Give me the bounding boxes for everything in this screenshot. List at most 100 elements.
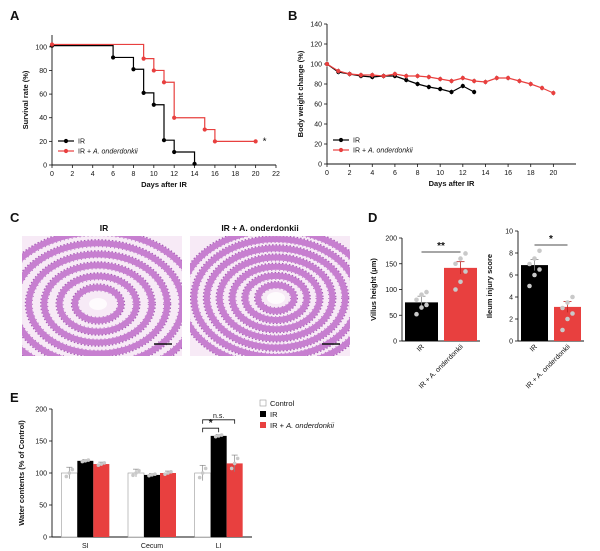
- legend-label: IR + A. onderdonkii: [353, 148, 413, 155]
- y-tick-label: 140: [310, 22, 322, 29]
- y-tick-label: 0: [509, 339, 513, 346]
- legend-label: IR: [78, 139, 85, 146]
- bar: [160, 473, 176, 537]
- data-point: [505, 75, 511, 81]
- data-point: [347, 71, 352, 77]
- data-point: [161, 80, 167, 85]
- data-point: [414, 297, 419, 303]
- x-tick-label: 22: [272, 171, 280, 178]
- micrograph-tissue: [22, 236, 182, 356]
- data-point: [392, 71, 398, 77]
- data-point: [253, 139, 258, 144]
- data-point: [150, 473, 154, 477]
- villi-edge: [22, 246, 180, 356]
- data-point: [232, 461, 237, 466]
- data-point: [80, 459, 85, 464]
- data-point: [381, 73, 386, 79]
- bar: [521, 265, 548, 341]
- data-point: [192, 161, 197, 166]
- data-point: [494, 75, 499, 81]
- data-point: [419, 305, 424, 310]
- y-tick-label: 20: [39, 139, 47, 146]
- data-point: [460, 83, 465, 89]
- data-point: [560, 327, 565, 333]
- data-point: [134, 471, 138, 475]
- y-tick-label: 0: [318, 162, 322, 169]
- category-label: LI: [216, 543, 222, 550]
- y-tick-label: 40: [314, 122, 322, 129]
- data-point: [86, 458, 91, 462]
- villi-edge: [40, 261, 156, 347]
- data-point: [537, 248, 542, 254]
- category-label: IR: [529, 343, 539, 353]
- data-point: [197, 475, 202, 480]
- data-point: [424, 289, 429, 295]
- data-point: [527, 283, 532, 289]
- data-point: [463, 269, 468, 274]
- x-tick-label: 18: [527, 170, 535, 177]
- villi-edge: [78, 290, 118, 318]
- data-point: [141, 90, 146, 96]
- x-tick-label: 8: [416, 170, 420, 177]
- villi-edge: [253, 281, 299, 315]
- data-point: [83, 459, 88, 463]
- legend-marker: [63, 138, 69, 144]
- x-tick-label: 20: [549, 170, 557, 177]
- data-point: [560, 305, 565, 311]
- x-tick-label: 18: [231, 171, 239, 178]
- y-tick-label: 0: [393, 339, 397, 346]
- data-point: [424, 302, 429, 308]
- panel-label-c: C: [10, 210, 20, 225]
- x-tick-label: 14: [482, 170, 490, 177]
- villi-edge: [215, 253, 337, 343]
- data-point: [229, 466, 234, 471]
- x-tick-label: 10: [150, 171, 158, 178]
- y-tick-label: 200: [35, 407, 47, 414]
- x-tick-label: 12: [459, 170, 467, 177]
- tissue-ring: [22, 240, 182, 356]
- data-point: [460, 75, 465, 81]
- data-point: [449, 78, 454, 84]
- x-tick-label: 2: [70, 171, 74, 178]
- category-label: Cecum: [141, 543, 163, 550]
- bar: [61, 472, 78, 538]
- micrographs: IR IR + A. onderdonkii: [22, 223, 350, 356]
- data-point: [404, 73, 409, 79]
- villi-edge: [261, 288, 291, 308]
- tissue-ring: [203, 245, 349, 351]
- y-tick-label: 10: [505, 229, 513, 236]
- data-point: [426, 84, 431, 90]
- data-point: [453, 287, 458, 292]
- data-point: [419, 292, 424, 297]
- survival-chart: 0 20 40 60 80 100 0 2 4 6 8 10 12 14 16 18 20 22 Days afte…: [21, 35, 280, 189]
- data-point: [202, 127, 207, 132]
- data-point: [414, 311, 419, 317]
- bar: [194, 472, 211, 538]
- villi-edge: [235, 269, 317, 327]
- micrograph-ir: [22, 236, 182, 356]
- data-point: [532, 256, 537, 261]
- y-tick-label: 100: [310, 62, 322, 69]
- y-axis-label: Water contents (% of Control): [17, 420, 26, 526]
- tissue-ring: [191, 236, 350, 356]
- significance-bracket: [202, 427, 220, 433]
- legend-label: Control: [270, 399, 295, 408]
- y-tick-label: 0: [43, 163, 47, 170]
- y-tick-label: 50: [39, 503, 47, 510]
- data-point: [151, 102, 156, 107]
- data-point: [147, 473, 151, 478]
- villi-edge: [70, 283, 126, 325]
- data-point: [169, 470, 173, 474]
- category-label: IR: [416, 343, 426, 353]
- legend-label: IR: [353, 138, 360, 145]
- x-tick-label: 8: [132, 171, 136, 178]
- villi-edge: [62, 279, 134, 329]
- y-tick-label: 150: [35, 439, 47, 446]
- data-point: [200, 471, 205, 475]
- x-tick-label: 10: [436, 170, 444, 177]
- y-tick-label: 4: [509, 295, 513, 302]
- data-point: [539, 85, 545, 91]
- data-point: [463, 251, 468, 256]
- data-point: [110, 55, 116, 60]
- tissue-ring: [71, 284, 125, 324]
